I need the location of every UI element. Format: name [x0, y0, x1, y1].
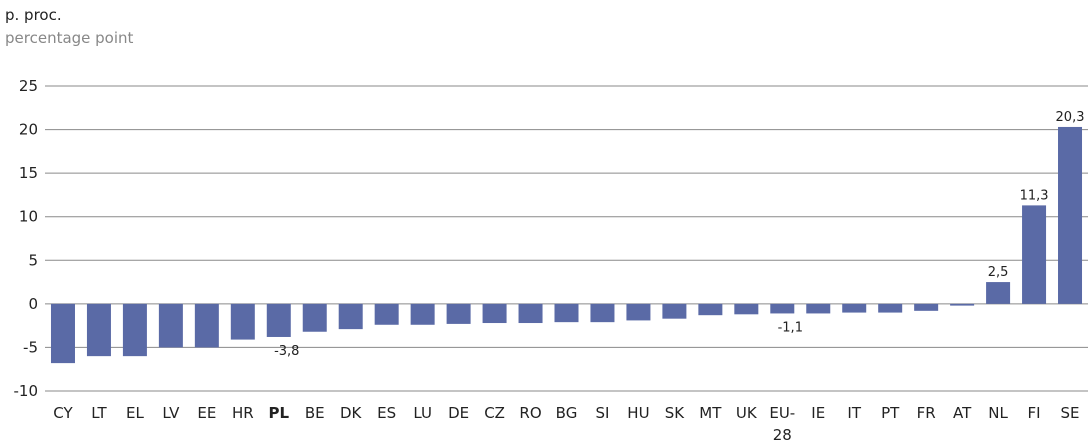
x-tick-label: UK	[736, 404, 758, 422]
x-tick-label: PT	[881, 404, 900, 422]
x-tick-label: SI	[595, 404, 609, 422]
x-tick-label: LV	[162, 404, 180, 422]
bar	[194, 303, 219, 348]
bar	[1022, 205, 1047, 304]
bar	[734, 303, 759, 315]
bar	[446, 303, 471, 324]
bar	[842, 303, 867, 313]
x-tick-label: EL	[126, 404, 144, 422]
x-tick-label: HR	[232, 404, 254, 422]
x-tick-label: EU-28	[769, 404, 795, 444]
bar	[302, 303, 327, 332]
x-tick-label: CZ	[484, 404, 505, 422]
bar	[590, 303, 615, 323]
x-tick-label: IT	[847, 404, 861, 422]
bar	[698, 303, 723, 316]
x-tick-label: RO	[519, 404, 541, 422]
x-tick-label: HU	[627, 404, 649, 422]
x-tick-label: BG	[556, 404, 578, 422]
x-tick-label: AT	[953, 404, 972, 422]
bar	[626, 303, 651, 321]
bar	[554, 303, 579, 323]
y-tick-label: 25	[19, 77, 38, 95]
y-tick-label: 5	[28, 251, 38, 269]
bar	[1058, 126, 1083, 304]
bar	[158, 303, 183, 348]
bar	[86, 303, 111, 357]
y-tick-label: 0	[28, 295, 38, 313]
x-tick-label: ES	[377, 404, 396, 422]
y-tick-label: -5	[23, 338, 38, 356]
y-tick-label: 10	[19, 208, 38, 226]
x-tick-label: MT	[699, 404, 722, 422]
data-label: -1,1	[778, 320, 803, 335]
x-tick-label: NL	[988, 404, 1008, 422]
bar	[122, 303, 147, 357]
y-tick-label: 20	[19, 121, 38, 139]
data-label: 11,3	[1020, 188, 1049, 203]
bar	[770, 303, 795, 314]
x-tick-label: SE	[1061, 404, 1080, 422]
y-tick-label: -10	[14, 382, 39, 400]
bar	[986, 282, 1011, 304]
bar	[230, 303, 255, 340]
x-tick-label: FI	[1028, 404, 1041, 422]
data-label: 20,3	[1056, 110, 1085, 125]
bar	[338, 303, 363, 330]
x-tick-label: DK	[340, 404, 363, 422]
bar	[410, 303, 435, 325]
chart-title: p. proc.	[5, 6, 62, 24]
bar	[662, 303, 687, 319]
data-label: -3,8	[274, 344, 299, 359]
x-tick-label: FR	[917, 404, 936, 422]
bar	[374, 303, 399, 325]
bar	[914, 303, 939, 311]
bar	[878, 303, 903, 313]
data-label: 2,5	[988, 265, 1009, 280]
x-tick-label: LT	[91, 404, 107, 422]
bar	[518, 303, 543, 324]
x-tick-label: LU	[413, 404, 432, 422]
y-tick-label: 15	[19, 164, 38, 182]
bar	[50, 303, 75, 364]
bar	[950, 303, 975, 306]
x-tick-label: EE	[197, 404, 216, 422]
x-tick-label: DE	[448, 404, 469, 422]
bar	[806, 303, 831, 314]
bar	[482, 303, 507, 324]
x-tick-label: IE	[811, 404, 825, 422]
chart-subtitle: percentage point	[5, 29, 134, 47]
bar	[266, 303, 291, 337]
x-tick-label: PL	[268, 404, 289, 422]
x-tick-label: SK	[665, 404, 686, 422]
x-tick-label: CY	[53, 404, 73, 422]
x-tick-label: BE	[305, 404, 325, 422]
